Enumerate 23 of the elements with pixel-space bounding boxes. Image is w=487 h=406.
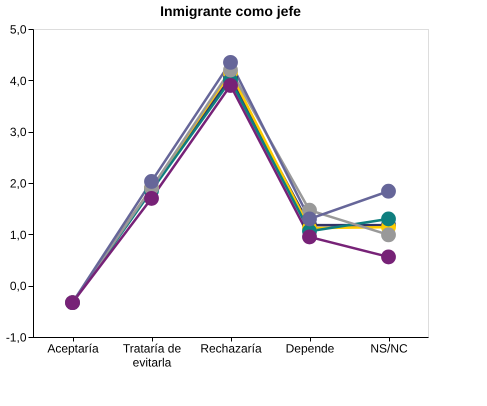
point — [381, 212, 396, 226]
y-tick-label: 0,0 — [10, 279, 27, 294]
x-tick-label: Depende — [286, 342, 335, 356]
y-tick-label: 5,0 — [10, 22, 27, 36]
point — [381, 184, 396, 199]
x-tick-label: Trataría de evitarla — [122, 342, 182, 370]
point — [144, 174, 159, 189]
y-tick-label: 3,0 — [10, 125, 27, 140]
point — [381, 227, 396, 242]
point — [144, 191, 159, 206]
point — [302, 212, 317, 226]
y-tick-label: 4,0 — [10, 74, 27, 88]
x-tick-label: Aceptaría — [47, 342, 99, 356]
y-tick-label: 1,0 — [10, 228, 27, 242]
point — [223, 78, 238, 93]
point — [223, 54, 238, 70]
x-tick-label: NS/NC — [370, 342, 408, 356]
point — [302, 230, 317, 244]
x-tick-label: Rechazaría — [200, 342, 262, 356]
y-tick-label: 2,0 — [10, 176, 27, 190]
y-tick-label: -1,0 — [6, 330, 27, 344]
chart-title: Inmigrante como jefe — [160, 3, 302, 19]
point — [381, 250, 396, 264]
